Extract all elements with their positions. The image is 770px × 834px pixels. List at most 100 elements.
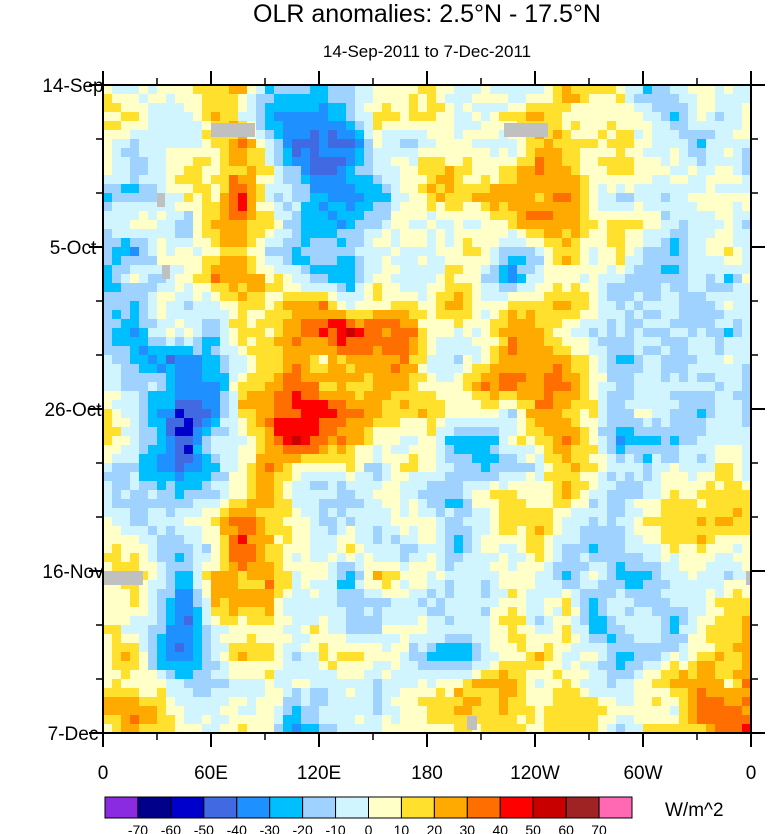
field-cell <box>481 580 491 590</box>
field-cell <box>382 337 392 347</box>
field-cell <box>661 508 671 518</box>
field-cell <box>526 445 536 455</box>
field-cell <box>337 373 347 383</box>
field-cell <box>202 103 212 113</box>
field-cell <box>220 265 230 275</box>
field-cell <box>706 454 716 464</box>
field-cell <box>373 517 383 527</box>
field-cell <box>616 337 626 347</box>
field-cell <box>220 445 230 455</box>
field-cell <box>742 481 752 491</box>
field-cell <box>175 580 185 590</box>
field-cell <box>625 535 635 545</box>
field-cell <box>535 571 545 581</box>
field-cell <box>643 148 653 158</box>
field-cell <box>418 391 428 401</box>
field-cell <box>679 571 689 581</box>
field-cell <box>598 130 608 140</box>
field-cell <box>157 274 167 284</box>
field-cell <box>508 112 518 122</box>
field-cell <box>157 607 167 617</box>
field-cell <box>211 688 221 698</box>
field-cell <box>652 616 662 626</box>
field-cell <box>679 607 689 617</box>
field-cell <box>112 517 122 527</box>
field-cell <box>436 184 446 194</box>
field-cell <box>328 454 338 464</box>
field-cell <box>607 256 617 266</box>
field-cell <box>283 94 293 104</box>
field-cell <box>436 616 446 626</box>
field-cell <box>427 310 437 320</box>
field-cell <box>418 517 428 527</box>
field-cell <box>742 157 752 167</box>
field-cell <box>175 526 185 536</box>
field-cell <box>301 247 311 257</box>
field-cell <box>724 157 734 167</box>
field-cell <box>499 463 509 473</box>
field-cell <box>526 382 536 392</box>
field-cell <box>742 364 752 374</box>
field-cell <box>454 445 464 455</box>
field-cell <box>715 229 725 239</box>
field-cell <box>121 121 131 131</box>
field-cell <box>148 445 158 455</box>
field-cell <box>184 697 194 707</box>
field-cell <box>544 616 554 626</box>
field-cell <box>319 571 329 581</box>
field-cell <box>706 427 716 437</box>
field-cell <box>229 661 239 671</box>
field-cell <box>310 409 320 419</box>
field-cell <box>319 589 329 599</box>
field-cell <box>589 283 599 293</box>
field-cell <box>301 94 311 104</box>
field-cell <box>193 166 203 176</box>
field-cell <box>346 373 356 383</box>
field-cell <box>274 688 284 698</box>
field-cell <box>616 517 626 527</box>
field-cell <box>202 121 212 131</box>
field-cell <box>400 688 410 698</box>
field-cell <box>139 508 149 518</box>
field-cell <box>454 274 464 284</box>
field-cell <box>742 607 752 617</box>
field-cell <box>526 238 536 248</box>
field-cell <box>733 364 743 374</box>
field-cell <box>724 544 734 554</box>
field-cell <box>508 526 518 536</box>
field-cell <box>112 634 122 644</box>
field-cell <box>238 139 248 149</box>
field-cell <box>670 616 680 626</box>
field-cell <box>463 445 473 455</box>
field-cell <box>697 400 707 410</box>
field-cell <box>139 103 149 113</box>
field-cell <box>544 283 554 293</box>
field-cell <box>283 589 293 599</box>
field-cell <box>697 256 707 266</box>
field-cell <box>544 508 554 518</box>
field-cell <box>724 490 734 500</box>
field-cell <box>157 400 167 410</box>
field-cell <box>373 292 383 302</box>
field-cell <box>445 175 455 185</box>
field-cell <box>247 301 257 311</box>
field-cell <box>112 499 122 509</box>
field-cell <box>247 544 257 554</box>
field-cell <box>436 373 446 383</box>
field-cell <box>256 661 266 671</box>
field-cell <box>373 391 383 401</box>
field-cell <box>139 175 149 185</box>
field-cell <box>598 499 608 509</box>
field-cell <box>121 490 131 500</box>
field-cell <box>112 157 122 167</box>
field-cell <box>301 319 311 329</box>
field-cell <box>688 337 698 347</box>
field-cell <box>445 661 455 671</box>
field-cell <box>661 526 671 536</box>
field-cell <box>508 598 518 608</box>
field-cell <box>409 427 419 437</box>
field-cell <box>481 328 491 338</box>
field-cell <box>130 679 140 689</box>
field-cell <box>427 148 437 158</box>
field-cell <box>184 247 194 257</box>
